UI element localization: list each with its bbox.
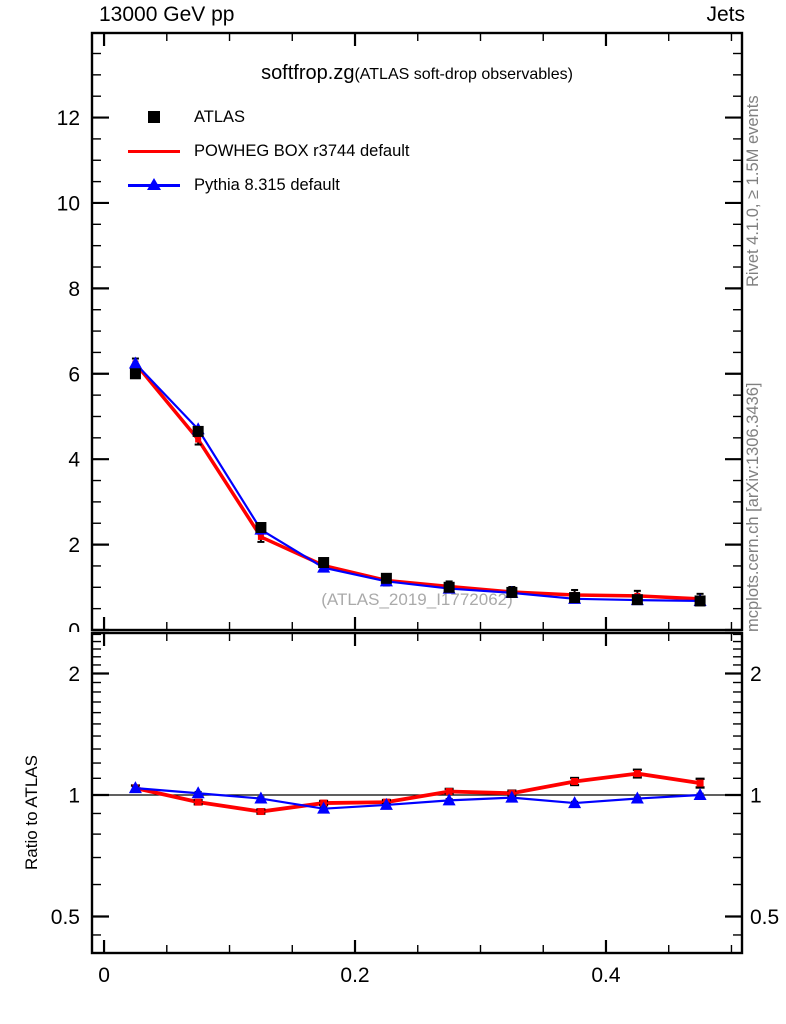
svg-text:12: 12 [57,107,80,130]
series-powheg-main [131,357,704,605]
powheg-line-marker-icon [128,141,180,161]
legend-label: ATLAS [194,107,246,126]
svg-text:2: 2 [68,663,80,686]
svg-text:0.5: 0.5 [51,906,80,929]
beam-energy-label: 13000 GeV pp [99,3,235,26]
svg-text:4: 4 [68,449,80,472]
legend-item-powheg: POWHEG BOX r3744 default [128,134,410,168]
pythia-line-triangle-marker-icon [128,175,180,195]
series-pythia-ratio [128,781,707,814]
series-atlas-main [129,368,706,607]
analysis-group-label: Jets [706,3,745,26]
plot-title: softfrop.zg(ATLAS soft-drop observables) [92,62,742,85]
svg-text:1: 1 [750,785,762,808]
analysis-watermark: (ATLAS_2019_I1772062) [321,590,513,609]
svg-text:1: 1 [68,785,80,808]
svg-text:0.2: 0.2 [340,964,369,987]
svg-text:0: 0 [68,620,80,643]
observable-subtitle: (ATLAS soft-drop observables) [354,66,573,83]
svg-text:0.4: 0.4 [591,964,621,987]
observable-name: softfrop.zg [261,62,355,84]
svg-text:6: 6 [68,363,80,386]
ratio-axis-label: Ratio to ATLAS [22,755,41,870]
atlas-square-marker-icon [128,107,180,127]
main-panel-axes [90,31,744,632]
legend-label: POWHEG BOX r3744 default [194,141,410,160]
svg-text:0: 0 [98,964,110,987]
svg-text:2: 2 [68,534,80,557]
svg-text:8: 8 [68,278,80,301]
legend-item-pythia: Pythia 8.315 default [128,168,410,202]
legend-label: Pythia 8.315 default [194,175,340,194]
x-tick-labels: 0 0.2 0.4 [98,964,621,987]
series-pythia-main [128,356,707,606]
rivet-version-note: Rivet 4.1.0, ≥ 1.5M events [744,95,762,287]
legend: ATLAS POWHEG BOX r3744 default Pythia 8.… [128,100,410,202]
svg-text:10: 10 [57,192,80,215]
svg-text:0.5: 0.5 [750,906,779,929]
svg-text:2: 2 [750,663,762,686]
main-y-tick-labels: 0 2 4 6 8 10 12 [57,107,81,643]
mcplots-arxiv-note: mcplots.cern.ch [arXiv:1306.3436] [744,382,762,632]
legend-item-atlas: ATLAS [128,100,410,134]
